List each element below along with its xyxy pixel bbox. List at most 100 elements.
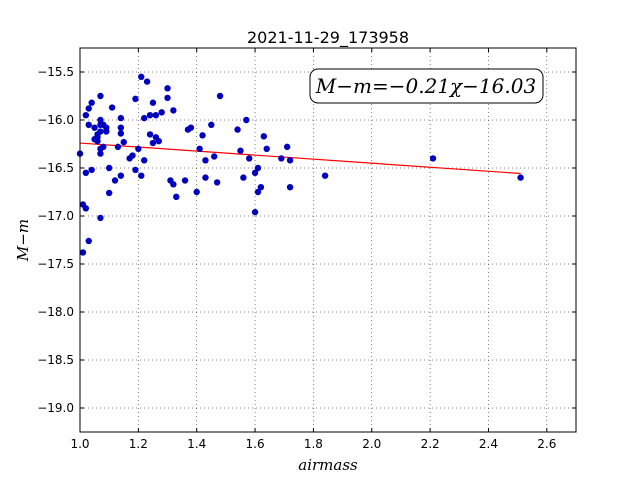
x-axis-label: airmass [298, 456, 358, 474]
data-point [117, 114, 125, 122]
data-point [149, 139, 157, 147]
data-point [164, 94, 171, 102]
data-point [260, 133, 268, 140]
data-point [94, 134, 101, 141]
data-point [208, 121, 215, 128]
data-point [517, 174, 524, 181]
data-point [240, 174, 247, 181]
data-point [152, 112, 160, 119]
data-point [173, 193, 180, 200]
fit-annotation: M−m=−0.21χ−16.03 [309, 68, 544, 104]
plot-area [80, 48, 576, 432]
fit-line-group [79, 142, 521, 175]
data-point [85, 105, 92, 112]
data-point [97, 214, 104, 222]
data-point [196, 145, 203, 152]
data-point [91, 124, 98, 131]
data-point [117, 124, 125, 131]
data-point [251, 208, 259, 216]
data-point [88, 99, 95, 106]
data-point [181, 177, 189, 184]
x-tick-label: 2.2 [421, 437, 440, 451]
data-points [76, 73, 524, 256]
data-point [138, 73, 145, 81]
y-tick-label: −18.5 [37, 353, 74, 367]
data-point [243, 116, 250, 124]
data-point [202, 174, 209, 181]
grid [79, 48, 576, 432]
data-point [283, 143, 291, 151]
data-point [199, 132, 206, 139]
data-point [82, 112, 90, 119]
data-point [170, 181, 177, 188]
data-point [321, 172, 329, 179]
data-point [234, 126, 241, 133]
data-point [103, 128, 110, 135]
data-point [117, 172, 125, 179]
data-point [143, 78, 151, 85]
data-point [237, 147, 244, 154]
y-tick-label: −18.0 [37, 305, 74, 319]
data-point [135, 145, 142, 152]
y-tick-label: −15.5 [37, 65, 74, 79]
data-point [129, 152, 136, 159]
data-point [111, 177, 119, 184]
data-point [82, 205, 90, 212]
x-tick-label: 1.6 [246, 437, 265, 451]
data-point [170, 107, 177, 114]
data-point [187, 124, 195, 131]
data-point [254, 164, 262, 172]
data-point [213, 179, 221, 186]
data-point [149, 99, 157, 106]
data-point [85, 237, 92, 245]
ticks: 1.0 1.2 1.4 1.6 1.8 2.0 2.2 2.4 2.6 −15.5 −16.0 −16… [37, 48, 576, 451]
x-tick-label: 2.6 [537, 437, 556, 451]
plot-frame [79, 47, 577, 433]
data-point [108, 104, 116, 111]
data-point [117, 130, 125, 137]
data-point [97, 128, 104, 135]
annotation-box [309, 68, 544, 104]
data-point [132, 95, 139, 103]
data-point [132, 166, 139, 174]
data-point [82, 169, 90, 176]
data-point [193, 188, 200, 196]
x-tick-label: 2.0 [362, 437, 381, 451]
data-point [85, 121, 92, 128]
data-point [246, 155, 253, 162]
data-point [105, 164, 113, 172]
data-point [286, 184, 294, 191]
data-point [278, 155, 285, 162]
data-point [97, 150, 104, 157]
y-tick-label: −19.0 [37, 401, 74, 415]
fit-line [79, 142, 521, 175]
data-point [97, 92, 104, 100]
x-tick-label: 1.0 [70, 437, 89, 451]
x-tick-label: 2.4 [479, 437, 498, 451]
data-point [146, 131, 154, 138]
data-point [164, 85, 171, 92]
x-tick-label: 1.4 [187, 437, 206, 451]
y-tick-label: −16.0 [37, 113, 74, 127]
data-point [429, 155, 437, 162]
data-point [79, 249, 87, 256]
data-point [251, 169, 259, 176]
y-axis-label: M−m [14, 219, 32, 262]
data-point [146, 112, 154, 119]
x-tick-label: 1.8 [304, 437, 323, 451]
data-point [138, 172, 145, 179]
data-point [254, 188, 262, 196]
data-point [120, 138, 127, 146]
data-point [155, 137, 162, 145]
data-point [114, 143, 122, 151]
data-point [88, 166, 95, 174]
data-point [100, 143, 107, 151]
data-point [257, 184, 265, 191]
data-point [97, 116, 104, 124]
x-tick-label: 1.2 [129, 437, 148, 451]
y-tick-label: −17.0 [37, 209, 74, 223]
data-point [105, 189, 113, 197]
data-point [216, 92, 224, 100]
data-point [286, 157, 294, 164]
